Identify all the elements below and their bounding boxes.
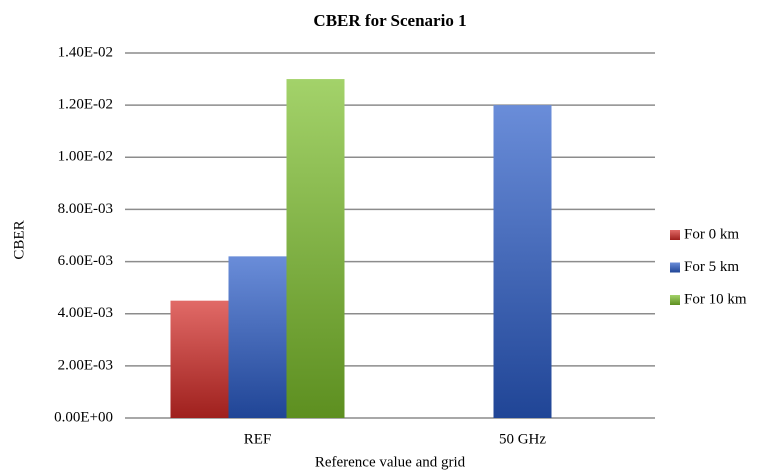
bar bbox=[170, 300, 229, 418]
y-tick-label: 1.40E-02 bbox=[58, 44, 113, 60]
y-tick-label: 0.00E+00 bbox=[54, 409, 113, 425]
y-tick-label: 6.00E-03 bbox=[58, 253, 113, 269]
y-tick-label: 1.20E-02 bbox=[58, 97, 113, 113]
legend-label: For 0 km bbox=[684, 226, 739, 242]
legend-label: For 5 km bbox=[684, 259, 739, 275]
legend-label: For 10 km bbox=[684, 291, 747, 307]
bar bbox=[228, 256, 287, 418]
bar bbox=[493, 105, 552, 419]
x-tick-label: 50 GHz bbox=[499, 431, 546, 447]
legend-swatch bbox=[670, 295, 680, 305]
x-axis-label: Reference value and grid bbox=[315, 454, 466, 470]
chart-title: CBER for Scenario 1 bbox=[313, 11, 466, 30]
legend-swatch bbox=[670, 230, 680, 240]
x-tick-label: REF bbox=[244, 431, 272, 447]
y-tick-label: 8.00E-03 bbox=[58, 201, 113, 217]
bar bbox=[286, 79, 345, 419]
legend-swatch bbox=[670, 262, 680, 273]
y-tick-label: 1.00E-02 bbox=[58, 149, 113, 165]
y-axis-label: CBER bbox=[11, 220, 27, 259]
y-tick-label: 4.00E-03 bbox=[58, 305, 113, 321]
y-tick-label: 2.00E-03 bbox=[58, 357, 113, 373]
